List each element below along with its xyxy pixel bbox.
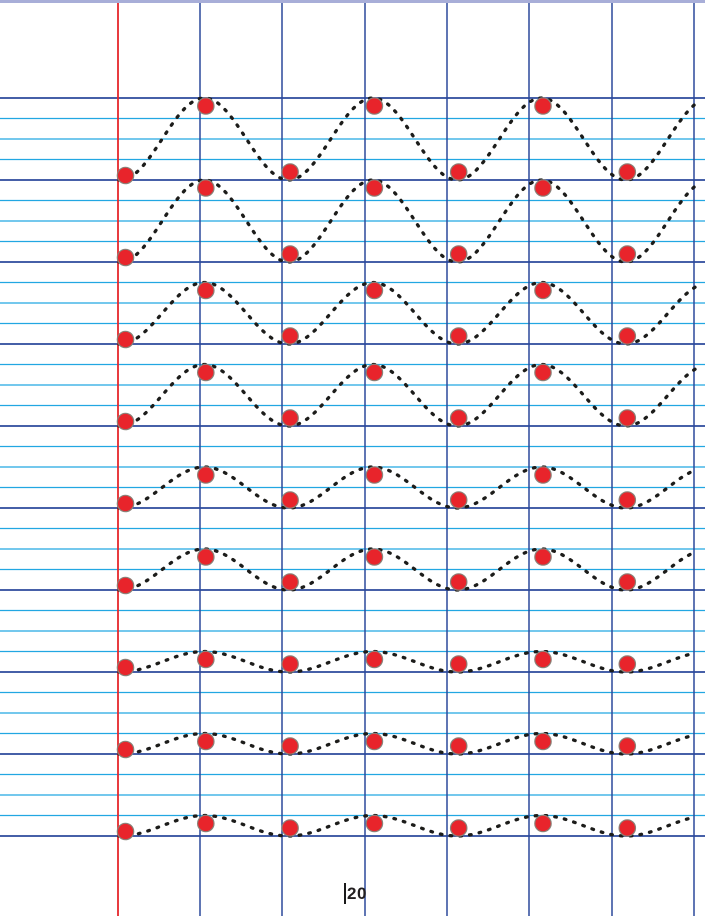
page-number-caret [344, 883, 346, 904]
trough-dot [618, 737, 637, 755]
peak-dot [365, 281, 384, 300]
trough-dot [618, 655, 637, 673]
trough-dot [449, 491, 468, 509]
peak-dot [197, 548, 215, 566]
peak-dot [197, 179, 215, 197]
start-dot [116, 412, 135, 431]
trough-dot [618, 573, 637, 591]
wave-row-9 [117, 813, 697, 838]
wave-row-1 [117, 96, 697, 182]
start-dot [116, 658, 135, 677]
peak-dot [197, 650, 215, 669]
trough-dot [281, 163, 299, 181]
peak-dot [534, 650, 552, 669]
trough-dot [618, 163, 637, 181]
wave-row-2 [117, 178, 697, 264]
peak-dot [365, 814, 384, 833]
peak-dot [534, 548, 552, 566]
trough-dot [449, 819, 468, 837]
peak-dot [197, 814, 215, 833]
trough-dot [281, 491, 299, 509]
trough-dot [281, 409, 299, 427]
trough-dot [281, 327, 299, 345]
peak-dot [365, 97, 384, 115]
peak-dot [197, 732, 215, 751]
trough-dot [281, 245, 299, 263]
peak-dot [534, 97, 552, 115]
wave-row-4 [117, 362, 697, 428]
start-dot [116, 494, 135, 513]
trough-dot [281, 819, 299, 837]
trough-dot [281, 737, 299, 755]
peak-dot [534, 814, 552, 833]
start-dot [116, 248, 135, 267]
wave-row-5 [117, 465, 697, 510]
peak-dot [365, 363, 384, 382]
wave-row-7 [117, 649, 697, 674]
trough-dot [618, 327, 637, 345]
peak-dot [365, 732, 384, 751]
trough-dot [449, 573, 468, 591]
peak-dot [534, 466, 552, 484]
wave-row-8 [117, 731, 697, 756]
trough-dot [449, 327, 468, 345]
peak-dot [365, 548, 384, 566]
peak-dot [534, 179, 552, 197]
trough-dot [449, 655, 468, 673]
peak-dot [197, 363, 215, 382]
start-dot [116, 166, 135, 185]
trough-dot [618, 245, 637, 263]
peak-dot [534, 281, 552, 300]
wave-row-6 [117, 547, 697, 592]
trough-dot [449, 737, 468, 755]
page-number-label: 20 [347, 884, 367, 903]
start-dot [116, 330, 135, 349]
trough-dot [281, 655, 299, 673]
trough-dot [618, 409, 637, 427]
wave-row-3 [117, 280, 697, 346]
start-dot [116, 740, 135, 759]
trough-dot [618, 819, 637, 837]
trough-dot [618, 491, 637, 509]
trough-dot [449, 409, 468, 427]
page-number: 20 [344, 883, 367, 904]
peak-dot [197, 466, 215, 484]
peak-dot [365, 650, 384, 669]
trough-dot [281, 573, 299, 591]
peak-dot [534, 363, 552, 382]
start-dot [116, 576, 135, 595]
peak-dot [197, 281, 215, 300]
peak-dot [365, 179, 384, 197]
peak-dot [197, 97, 215, 115]
peak-dot [534, 732, 552, 751]
trough-dot [449, 163, 468, 181]
start-dot [116, 822, 135, 841]
peak-dot [365, 466, 384, 484]
trough-dot [449, 245, 468, 263]
